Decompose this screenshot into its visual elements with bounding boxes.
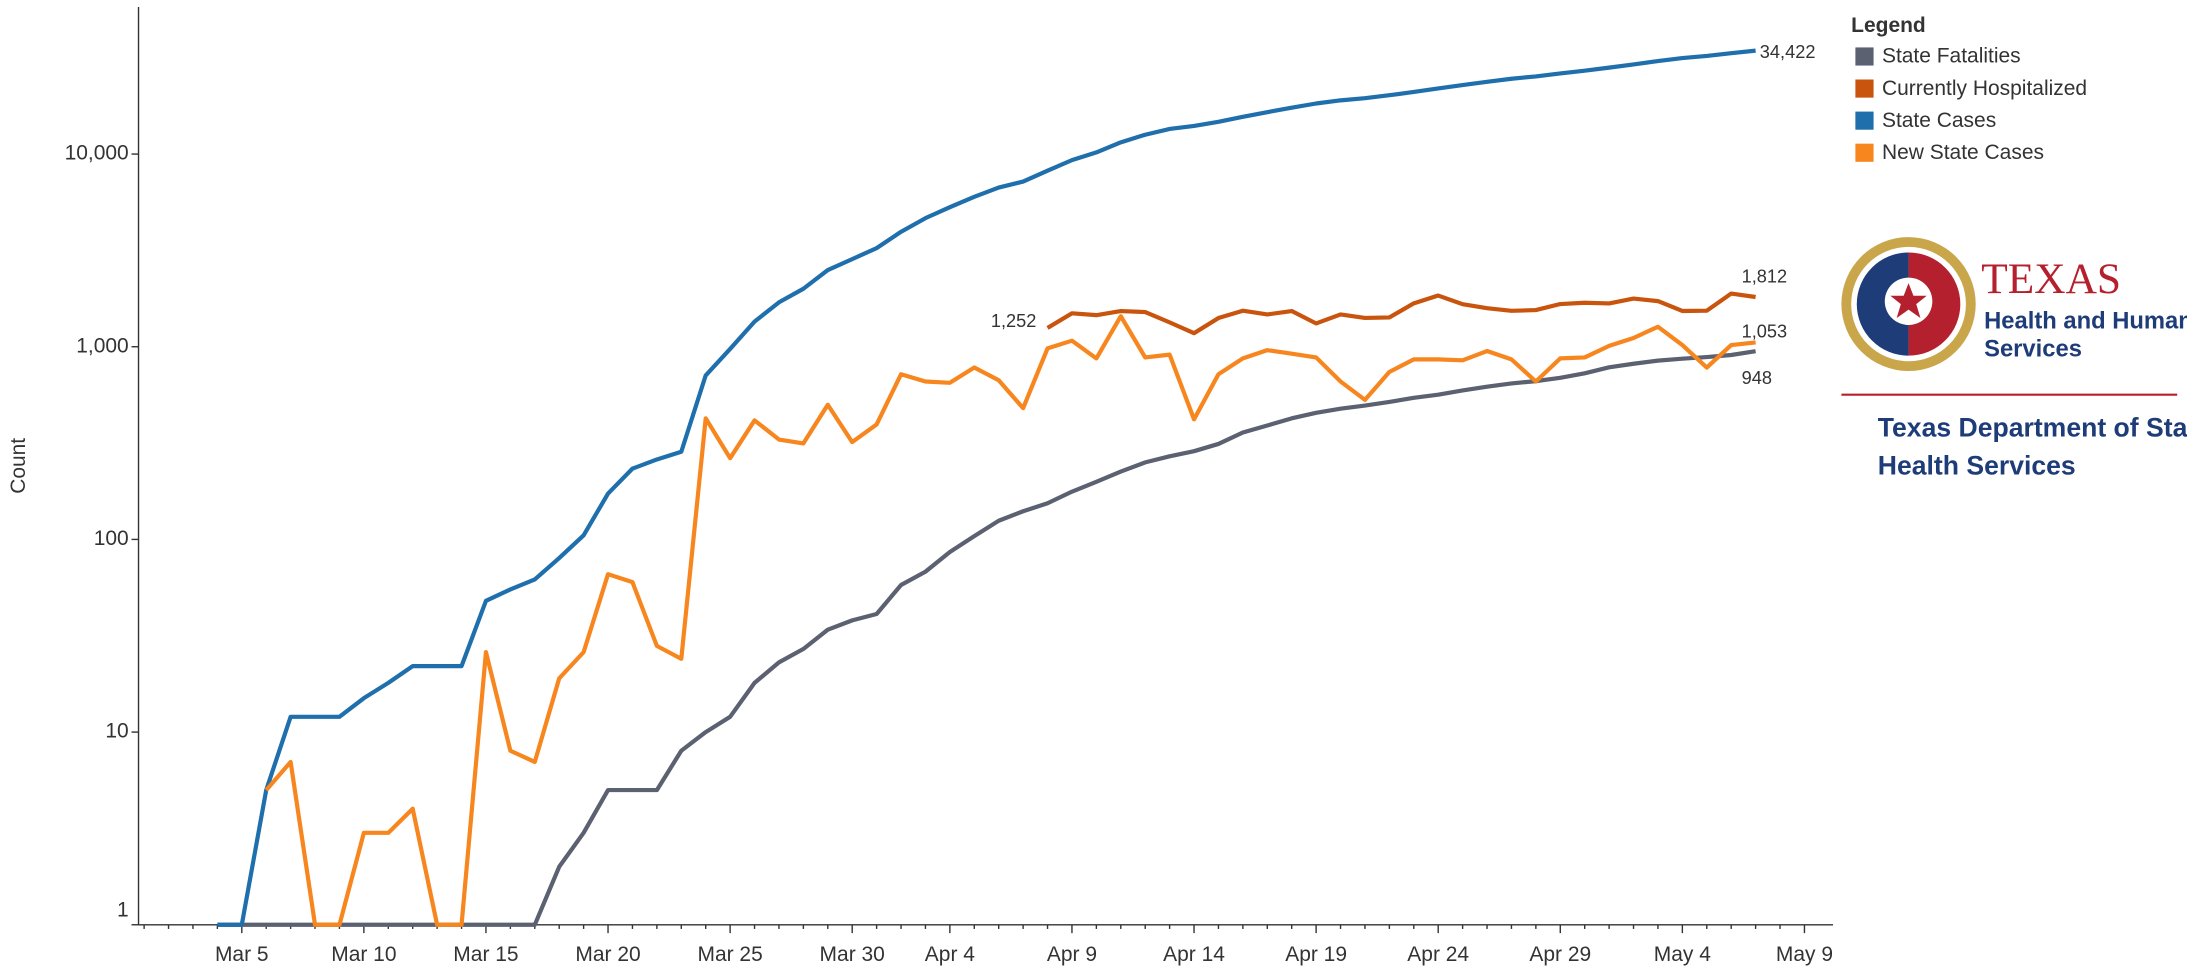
logo-subtitle: Health and Human (1984, 308, 2187, 334)
y-tick-label: 100 (94, 527, 129, 550)
seal-star (1890, 283, 1927, 319)
logo-title: TEXAS (1981, 255, 2121, 303)
logo-department: Texas Department of State (1878, 413, 2187, 443)
legend-swatch (1855, 47, 1874, 66)
x-tick-label: Apr 14 (1163, 943, 1225, 966)
x-tick-label: Mar 10 (331, 943, 396, 966)
legend-label: State Cases (1882, 109, 1996, 132)
data-label: 1,053 (1742, 321, 1788, 341)
x-tick-label: Apr 4 (925, 943, 975, 966)
y-tick-label: 1 (117, 898, 129, 921)
y-tick-label: 1,000 (76, 334, 128, 357)
x-tick-label: Apr 9 (1047, 943, 1097, 966)
series-line (217, 349, 1756, 927)
legend-label: State Fatalities (1882, 45, 2021, 68)
logo: TEXAS Health and Human Services Texas De… (1841, 237, 2187, 480)
legend-title: Legend (1851, 14, 1926, 37)
x-tick-label: Mar 30 (820, 943, 885, 966)
logo-subtitle: Services (1984, 336, 2082, 362)
seal-red (1908, 252, 1961, 356)
x-tick-label: May 9 (1776, 943, 1833, 966)
legend-swatch (1855, 143, 1874, 162)
legend-label: Currently Hospitalized (1882, 77, 2087, 100)
x-tick-label: Apr 29 (1529, 943, 1591, 966)
y-tick-label: 10 (105, 720, 128, 743)
x-tick-label: May 4 (1654, 943, 1711, 966)
legend-swatch (1855, 79, 1874, 98)
y-axis-label: Count (7, 438, 30, 494)
y-tick-label: 10,000 (65, 142, 129, 165)
series-line (1046, 291, 1756, 336)
legend-swatch (1855, 111, 1874, 130)
data-label: 34,422 (1760, 42, 1816, 62)
seal-blue (1856, 252, 1909, 356)
series-line (217, 48, 1756, 927)
legend-label: New State Cases (1882, 141, 2044, 164)
series-line (264, 314, 1756, 927)
logo-department: Health Services (1878, 450, 2076, 480)
x-tick-label: Mar 15 (453, 943, 518, 966)
x-tick-label: Mar 25 (697, 943, 762, 966)
data-label: 948 (1742, 368, 1772, 388)
x-tick-label: Mar 20 (575, 943, 640, 966)
data-label: 1,252 (991, 311, 1037, 331)
x-tick-label: Apr 19 (1285, 943, 1347, 966)
x-tick-label: Mar 5 (215, 943, 269, 966)
data-label: 1,812 (1742, 266, 1788, 286)
x-tick-label: Apr 24 (1407, 943, 1469, 966)
